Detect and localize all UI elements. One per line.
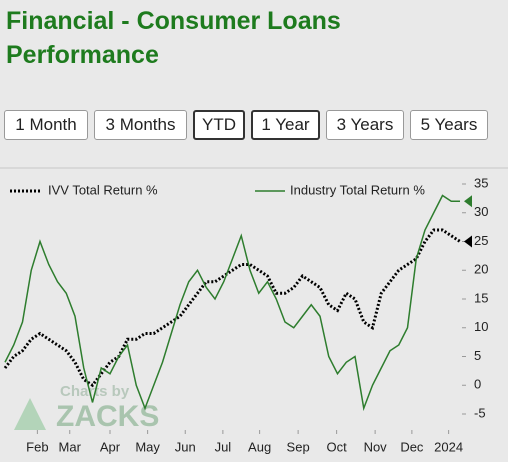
x-tick-label: Jun <box>175 439 196 454</box>
range-button[interactable]: 3 Months <box>94 110 187 140</box>
range-button[interactable]: 1 Year <box>251 110 320 140</box>
y-tick-label: 30 <box>474 204 488 219</box>
y-tick-label: 20 <box>474 262 488 277</box>
title: Financial - Consumer Loans Performance <box>6 7 341 69</box>
y-tick-label: 10 <box>474 319 488 334</box>
range-button[interactable]: 1 Month <box>4 110 88 140</box>
range-button[interactable]: YTD <box>193 110 245 140</box>
x-tick-label: Mar <box>59 439 82 454</box>
y-tick-label: 0 <box>474 377 481 392</box>
x-tick-label: Oct <box>327 439 348 454</box>
x-tick-label: Sep <box>287 439 310 454</box>
y-tick-label: 15 <box>474 290 488 305</box>
x-tick-label: Apr <box>100 439 121 454</box>
x-tick-label: Feb <box>26 439 48 454</box>
y-tick-label: -5 <box>474 405 486 420</box>
x-tick-label: Nov <box>364 439 388 454</box>
y-tick-label: 5 <box>474 348 481 363</box>
y-tick-label: 25 <box>474 233 488 248</box>
range-button[interactable]: 3 Years <box>326 110 404 140</box>
x-tick-label: Aug <box>248 439 271 454</box>
watermark: ZACKS <box>56 400 159 433</box>
range-button[interactable]: 5 Years <box>410 110 488 140</box>
watermark-logo <box>14 398 46 430</box>
series-line <box>3 228 461 388</box>
y-tick-label: 35 <box>474 175 488 190</box>
end-marker <box>464 195 472 208</box>
x-tick-label: Jul <box>215 439 232 454</box>
x-tick-label: May <box>135 439 160 454</box>
legend-label: IVV Total Return % <box>48 182 158 197</box>
legend-label: Industry Total Return % <box>290 182 425 197</box>
end-marker <box>464 235 472 248</box>
x-tick-label: Dec <box>400 439 424 454</box>
series-line <box>4 194 460 412</box>
x-tick-label: 2024 <box>434 439 463 454</box>
